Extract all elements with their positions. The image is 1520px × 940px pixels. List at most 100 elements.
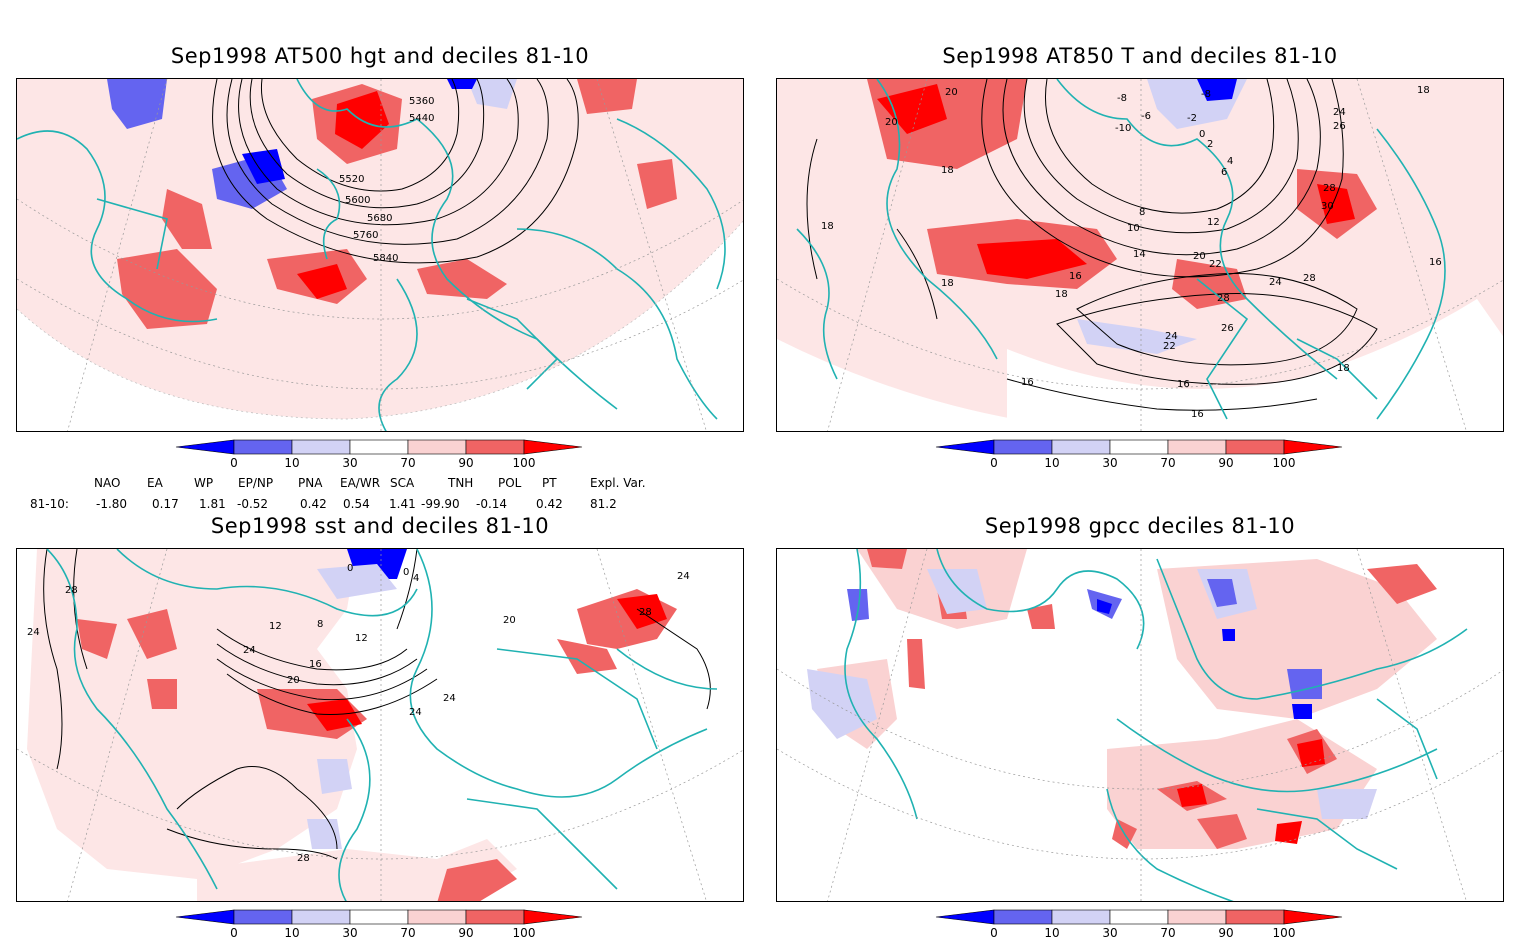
- contour-label: 24: [677, 571, 690, 582]
- colorbar-p3: 0 10 30 70 90 100: [175, 909, 583, 940]
- contour-label: 18: [821, 221, 834, 232]
- contour-label: 28: [1323, 183, 1336, 194]
- index-value-tnh: -99.90: [421, 497, 460, 511]
- map-sst: 28 24 0 4 8 12 16 20 24 28 28 0 12 24 20…: [17, 549, 743, 901]
- colorbar-swatch: [1051, 439, 1111, 455]
- panel-title-p4: Sep1998 gpcc deciles 81-10: [984, 514, 1296, 538]
- colorbar-tick: 90: [458, 456, 473, 470]
- colorbar-swatch: [465, 439, 525, 455]
- colorbar-swatch: [523, 439, 583, 455]
- contour-label: 10: [1127, 223, 1140, 234]
- contour-label: 24: [1165, 331, 1178, 342]
- colorbar-tick: 100: [513, 456, 536, 470]
- index-header-ea: EA: [147, 476, 163, 490]
- contour-label: 0: [347, 563, 353, 574]
- contour-label: 0: [1199, 129, 1205, 140]
- map-gpcc: [777, 549, 1503, 901]
- contour-label: 0: [403, 567, 409, 578]
- colorbar-swatch: [291, 439, 351, 455]
- panel-title-p3: Sep1998 sst and deciles 81-10: [210, 514, 550, 538]
- colorbar-p4: 0 10 30 70 90 100: [935, 909, 1343, 940]
- index-header-pna: PNA: [298, 476, 323, 490]
- contour-label: 6: [1221, 167, 1227, 178]
- contour-label: 5520: [339, 174, 364, 185]
- contour-label: 18: [1055, 289, 1068, 300]
- contour-label: 26: [1333, 121, 1346, 132]
- contour-label: 20: [1193, 251, 1206, 262]
- colorbar-p2: 0 10 30 70 90 100: [935, 439, 1343, 470]
- index-header-pt: PT: [542, 476, 557, 490]
- map-panel-gpcc: [776, 548, 1504, 902]
- colorbar-tick: 70: [1160, 926, 1175, 940]
- index-header-nao: NAO: [94, 476, 121, 490]
- colorbar-tick: 0: [230, 926, 238, 940]
- contour-label: 12: [355, 633, 368, 644]
- contour-label: 5600: [345, 195, 370, 206]
- index-header-sca: SCA: [390, 476, 415, 490]
- contour-label: 28: [1303, 273, 1316, 284]
- colorbar-tick: 90: [1218, 926, 1233, 940]
- colorbar-tick: 10: [284, 926, 299, 940]
- colorbar-swatch: [1225, 439, 1285, 455]
- colorbar-swatch: [523, 909, 583, 925]
- contour-label: 12: [269, 621, 282, 632]
- index-value-explvar: 81.2: [590, 497, 617, 511]
- index-value-pt: 0.42: [536, 497, 563, 511]
- colorbar-swatches: [935, 439, 1343, 455]
- colorbar-tick: 70: [1160, 456, 1175, 470]
- contour-label: -10: [1115, 123, 1131, 134]
- index-header-eawr: EA/WR: [340, 476, 381, 490]
- colorbar-tick: 0: [230, 456, 238, 470]
- colorbar-swatch: [935, 909, 995, 925]
- colorbar-p1: 0 10 30 70 90 100: [175, 439, 583, 470]
- colorbar-tick: 10: [1044, 456, 1059, 470]
- index-value-ea: 0.17: [152, 497, 179, 511]
- contour-label: 24: [409, 707, 422, 718]
- contour-label: 16: [1429, 257, 1442, 268]
- index-header-pol: POL: [498, 476, 522, 490]
- colorbar-swatch: [407, 439, 467, 455]
- colorbar-swatch: [1283, 909, 1343, 925]
- contour-label: 18: [1417, 85, 1430, 96]
- colorbar-swatch: [233, 909, 293, 925]
- colorbar-tick: 100: [513, 926, 536, 940]
- index-value-epnp: -0.52: [237, 497, 269, 511]
- index-row-label: 81-10:: [30, 497, 69, 511]
- index-value-sca: 1.41: [389, 497, 416, 511]
- contour-label: 8: [317, 619, 323, 630]
- contour-label: 5680: [367, 213, 392, 224]
- colorbar-swatch: [175, 439, 235, 455]
- map-hgt500: 5360 5440 5520 5600 5680 5760 5840: [17, 79, 743, 431]
- map-panel-t850: 20 20 -8 -8 -6 -10 -2 0 2 4 6 8 10 12 14…: [776, 78, 1504, 432]
- index-header-explvar: Expl. Var.: [590, 476, 646, 490]
- index-header-tnh: TNH: [448, 476, 474, 490]
- contour-label: 16: [1021, 377, 1034, 388]
- contour-label: 20: [287, 675, 300, 686]
- contour-label: 16: [309, 659, 322, 670]
- contour-label: 28: [1217, 293, 1230, 304]
- index-value-pna: 0.42: [300, 497, 327, 511]
- contour-label: 18: [941, 278, 954, 289]
- colorbar-swatch: [935, 439, 995, 455]
- contour-label: 24: [27, 627, 40, 638]
- index-value-wp: 1.81: [199, 497, 226, 511]
- contour-label: 12: [1207, 217, 1220, 228]
- contour-label: 30: [1321, 201, 1334, 212]
- contour-label: 4: [1227, 156, 1233, 167]
- contour-label: -8: [1201, 89, 1211, 100]
- contour-label: 20: [503, 615, 516, 626]
- colorbar-tick: 30: [1102, 456, 1117, 470]
- colorbar-swatch: [407, 909, 467, 925]
- index-value-eawr: 0.54: [343, 497, 370, 511]
- colorbar-swatch: [1283, 439, 1343, 455]
- colorbar-tick: 100: [1273, 926, 1296, 940]
- contour-label: 5760: [353, 230, 378, 241]
- map-panel-sst: 28 24 0 4 8 12 16 20 24 28 28 0 12 24 20…: [16, 548, 744, 902]
- colorbar-swatches: [935, 909, 1343, 925]
- contour-label: 5360: [409, 96, 434, 107]
- contour-label: 24: [1333, 107, 1346, 118]
- index-header-wp: WP: [194, 476, 214, 490]
- contour-label: 20: [945, 87, 958, 98]
- contour-label: 28: [65, 585, 78, 596]
- colorbar-swatch: [291, 909, 351, 925]
